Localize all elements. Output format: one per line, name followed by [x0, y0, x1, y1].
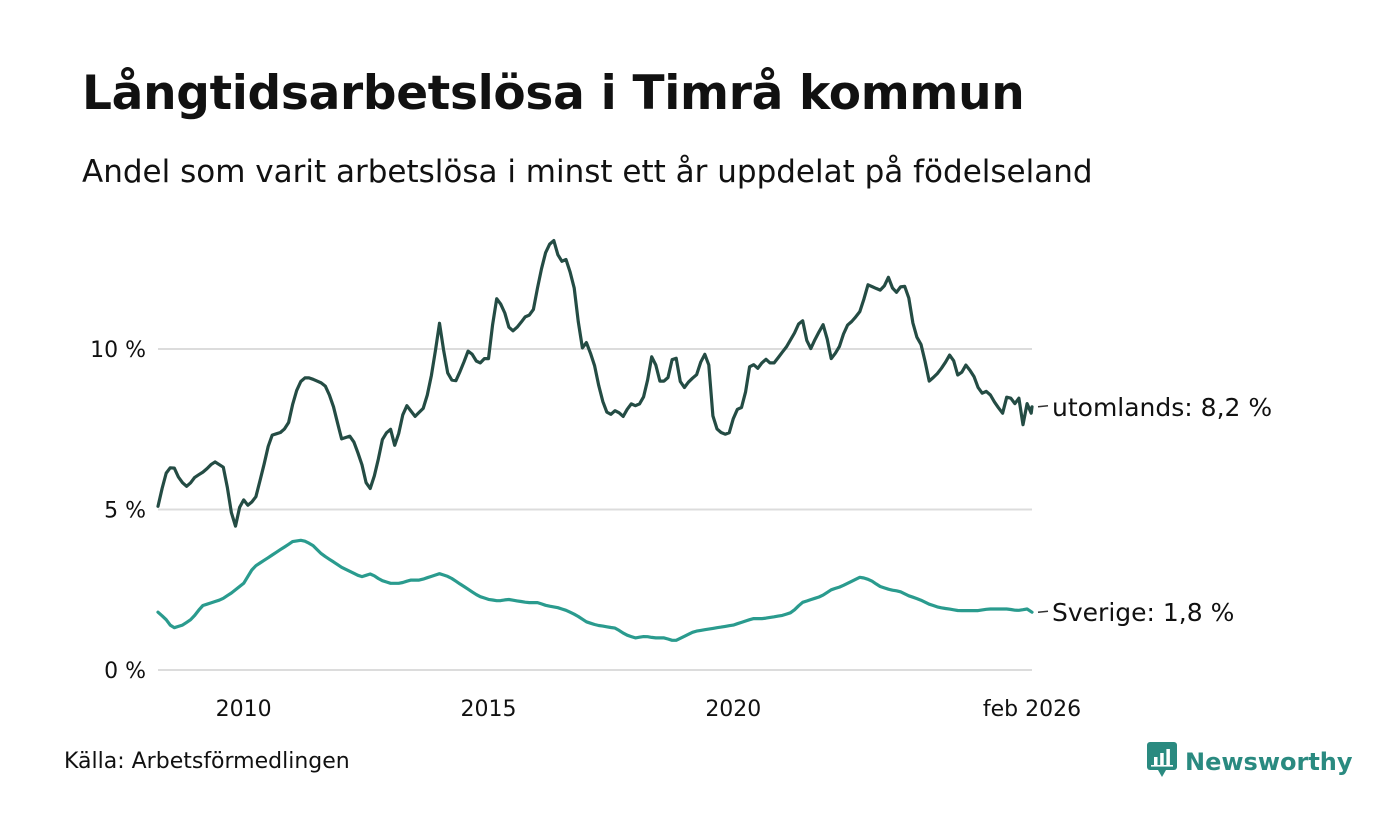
series-label-leader: [1037, 405, 1049, 408]
y-tick-label: 5 %: [104, 499, 146, 524]
brand-name: Newsworthy: [1185, 748, 1353, 776]
series-line-utomlands: [156, 239, 1034, 528]
chart-title: Långtidsarbetslösa i Timrå kommun: [82, 66, 1025, 121]
x-tick-label: 2010: [216, 697, 272, 722]
x-tick-label: feb 2026: [983, 697, 1081, 722]
x-tick-label: 2015: [461, 697, 517, 722]
series-label-utomlands: utomlands: 8,2 %: [1052, 393, 1272, 422]
gridlines: [158, 348, 1032, 671]
y-tick-label: 0 %: [104, 659, 146, 684]
y-tick-label: 10 %: [90, 338, 146, 363]
series-labels: utomlands: 8,2 % Sverige: 1,8 %: [1037, 393, 1272, 627]
x-axis: 2010 2015 2020 feb 2026: [216, 697, 1081, 722]
series-label-Sverige: Sverige: 1,8 %: [1052, 598, 1234, 627]
brand-logo[interactable]: Newsworthy: [1147, 742, 1353, 782]
series-line-Sverige: [156, 538, 1034, 642]
series-group: [156, 239, 1034, 642]
source-note: Källa: Arbetsförmedlingen: [64, 749, 350, 774]
newsworthy-logo-icon: [1147, 742, 1177, 782]
x-tick-label: 2020: [705, 697, 761, 722]
y-axis: 0 % 5 % 10 %: [90, 338, 146, 684]
chart-subtitle: Andel som varit arbetslösa i minst ett å…: [82, 154, 1093, 190]
series-label-leader: [1037, 610, 1049, 613]
